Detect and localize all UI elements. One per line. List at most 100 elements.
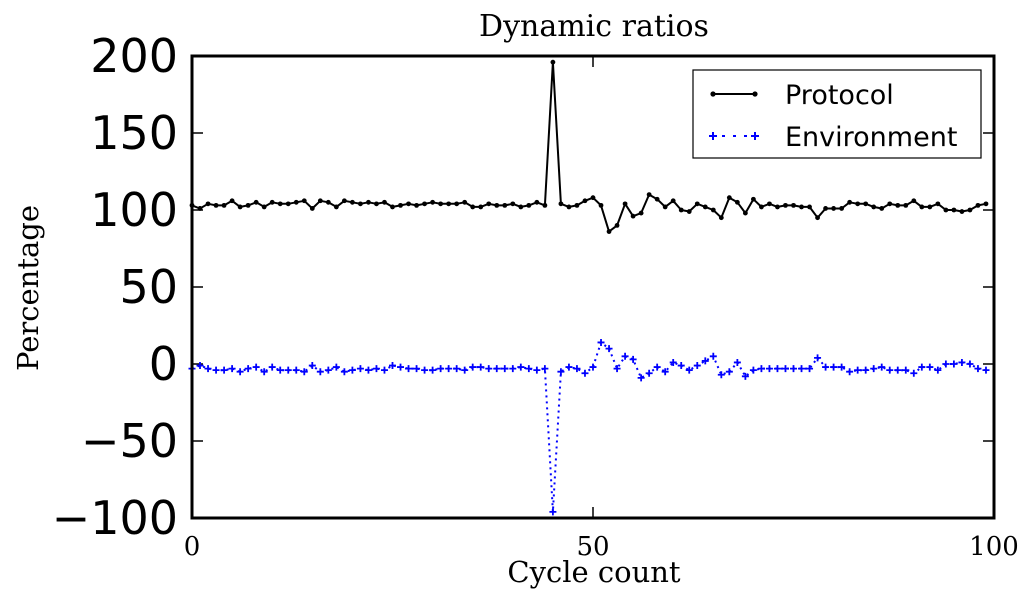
data-point-protocol (446, 201, 452, 207)
data-point-protocol (879, 206, 885, 211)
data-point-environment (822, 363, 830, 371)
legend-label-protocol: Protocol (785, 80, 894, 111)
data-point-protocol (654, 196, 660, 202)
data-point-environment (733, 358, 741, 366)
y-tick-label: 150 (90, 106, 178, 160)
data-point-protocol (919, 204, 925, 210)
data-point-environment (533, 366, 541, 374)
y-tick-label: 0 (149, 337, 178, 391)
data-point-environment (372, 365, 380, 373)
data-point-protocol (871, 204, 877, 210)
data-point-protocol (237, 204, 243, 210)
data-point-protocol (406, 201, 411, 207)
data-point-protocol (333, 204, 339, 210)
data-point-environment (942, 360, 950, 368)
x-tick-label: 100 (969, 532, 1019, 562)
data-point-protocol (702, 204, 708, 210)
data-point-environment (814, 354, 822, 362)
data-point-environment (597, 338, 605, 346)
data-point-protocol (718, 215, 724, 221)
data-point-protocol (742, 210, 748, 216)
data-point-protocol (967, 207, 973, 213)
data-point-environment (902, 366, 910, 374)
data-point-protocol (799, 204, 804, 210)
data-point-environment (332, 363, 340, 371)
data-point-environment (958, 358, 966, 366)
data-point-protocol (598, 202, 604, 208)
data-point-environment (982, 366, 990, 374)
data-point-environment (966, 360, 974, 368)
data-point-protocol (767, 201, 772, 207)
data-point-protocol (486, 201, 492, 207)
data-point-environment (894, 366, 902, 374)
data-point-environment (541, 365, 549, 373)
data-point-protocol (438, 201, 444, 207)
data-point-environment (757, 365, 765, 373)
data-point-protocol (213, 202, 219, 208)
data-point-environment (469, 363, 477, 371)
data-point-environment (870, 365, 878, 373)
data-point-protocol (959, 209, 965, 214)
data-point-environment (204, 365, 212, 373)
data-point-protocol (261, 204, 267, 210)
data-point-protocol (694, 201, 700, 207)
data-point-protocol (558, 201, 564, 207)
data-point-environment (453, 365, 461, 373)
data-point-environment (276, 366, 284, 374)
data-point-environment (244, 365, 252, 373)
data-point-environment (549, 508, 557, 516)
data-point-environment (260, 368, 268, 376)
data-point-protocol (686, 209, 692, 214)
data-point-protocol (454, 201, 460, 207)
data-point-environment (477, 363, 485, 371)
data-point-environment (717, 371, 725, 379)
series-line-protocol (191, 61, 987, 233)
data-point-environment (613, 365, 621, 373)
data-point-environment (669, 358, 677, 366)
data-point-protocol (309, 206, 315, 211)
data-point-environment (725, 368, 733, 376)
data-point-environment (693, 362, 701, 370)
data-point-protocol (855, 201, 861, 207)
data-point-protocol (253, 199, 259, 205)
data-point-protocol (205, 201, 211, 207)
data-point-protocol (975, 202, 981, 208)
legend-marker-protocol-end (752, 91, 758, 97)
series-environment (188, 338, 990, 516)
data-point-protocol (317, 198, 323, 204)
data-point-environment (565, 363, 573, 371)
data-point-environment (300, 368, 308, 376)
series-layer (188, 59, 990, 516)
data-point-environment (581, 369, 589, 377)
data-point-environment (773, 365, 781, 373)
data-point-protocol (462, 199, 468, 205)
y-tick-label: −100 (52, 491, 178, 545)
data-point-protocol (807, 204, 812, 210)
data-point-protocol (542, 202, 548, 208)
data-point-environment (356, 365, 364, 373)
data-point-protocol (269, 199, 275, 205)
data-point-environment (236, 368, 244, 376)
chart-title: Dynamic ratios (479, 9, 709, 44)
y-axis-label: Percentage (11, 205, 45, 371)
data-point-environment (397, 363, 405, 371)
data-point-protocol (366, 199, 371, 205)
data-point-protocol (502, 202, 508, 208)
data-point-environment (316, 368, 324, 376)
y-tick-label: −50 (81, 414, 178, 468)
data-point-protocol (638, 210, 644, 216)
legend: Protocol Environment (692, 69, 982, 159)
data-point-protocol (983, 201, 989, 207)
data-point-protocol (382, 199, 387, 205)
data-point-protocol (350, 199, 355, 205)
data-point-protocol (927, 204, 933, 210)
y-tick-label: 200 (90, 29, 178, 83)
data-point-protocol (823, 206, 828, 211)
data-point-environment (517, 363, 525, 371)
data-point-environment (509, 365, 517, 373)
data-point-protocol (783, 202, 788, 208)
y-tick-label: 50 (119, 260, 178, 314)
data-point-environment (573, 365, 581, 373)
data-point-protocol (726, 195, 732, 201)
data-point-environment (485, 365, 493, 373)
